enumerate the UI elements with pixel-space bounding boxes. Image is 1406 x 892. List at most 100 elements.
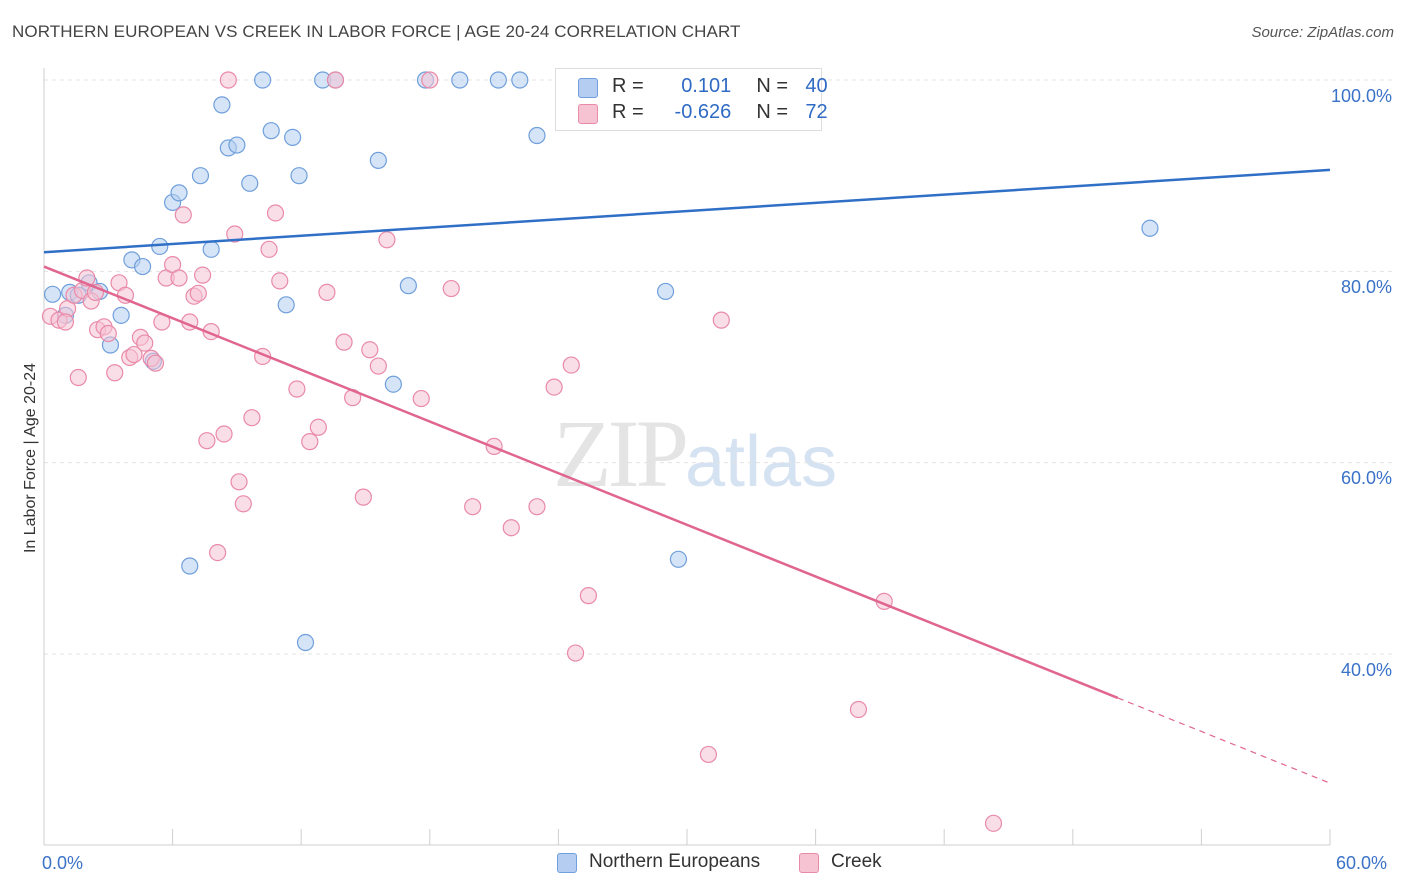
chart-source: Source: ZipAtlas.com bbox=[1251, 24, 1394, 41]
data-point-creek bbox=[56, 313, 75, 331]
legend-r-label: R = bbox=[612, 101, 644, 123]
data-point-northern-europeans bbox=[202, 240, 220, 258]
data-point-creek bbox=[335, 333, 353, 351]
data-point-northern-europeans bbox=[399, 277, 417, 295]
data-point-creek bbox=[361, 341, 379, 359]
data-point-creek bbox=[442, 279, 460, 298]
data-point-northern-europeans bbox=[296, 633, 315, 652]
data-point-creek bbox=[984, 814, 1003, 832]
y-axis-label: In Labor Force | Age 20-24 bbox=[22, 362, 39, 554]
data-point-creek bbox=[378, 231, 396, 249]
legend-r-label: R = bbox=[612, 75, 644, 97]
data-point-northern-europeans bbox=[151, 237, 169, 256]
x-tick-label-max: 60.0% bbox=[1336, 853, 1388, 873]
data-point-northern-europeans bbox=[241, 174, 259, 192]
data-point-creek bbox=[326, 71, 345, 89]
data-point-northern-europeans bbox=[191, 167, 210, 185]
data-point-creek bbox=[198, 432, 216, 450]
data-point-northern-europeans bbox=[43, 285, 62, 303]
data-point-creek bbox=[502, 519, 520, 537]
grid-lines bbox=[44, 79, 1392, 655]
legend-label: Northern Europeans bbox=[589, 851, 761, 872]
legend-swatch-pink bbox=[578, 104, 598, 124]
legend-n-value: 72 bbox=[805, 101, 828, 123]
data-point-creek bbox=[318, 283, 336, 301]
trend-line-northern-europeans bbox=[43, 168, 1331, 254]
data-point-northern-europeans bbox=[262, 122, 280, 140]
data-point-creek bbox=[699, 745, 718, 764]
data-point-northern-europeans bbox=[384, 375, 402, 393]
watermark-zip: ZIP bbox=[553, 400, 689, 507]
data-point-creek bbox=[106, 364, 124, 382]
data-point-creek bbox=[579, 587, 598, 605]
data-point-creek bbox=[849, 700, 868, 719]
legend-n-label: N = bbox=[756, 75, 789, 97]
watermark: ZIPatlas bbox=[553, 398, 837, 509]
data-point-northern-europeans bbox=[254, 71, 272, 89]
data-point-northern-europeans bbox=[656, 282, 675, 301]
data-point-creek bbox=[464, 498, 482, 516]
data-point-creek bbox=[528, 498, 546, 516]
axes bbox=[43, 68, 1331, 846]
data-point-creek bbox=[170, 269, 188, 287]
data-point-creek bbox=[209, 543, 227, 562]
legend-r-value: -0.626 bbox=[674, 101, 732, 123]
data-point-creek bbox=[354, 488, 372, 506]
data-point-creek bbox=[562, 356, 580, 374]
chart-title: NORTHERN EUROPEAN VS CREEK IN LABOR FORC… bbox=[12, 22, 741, 41]
data-point-creek bbox=[146, 354, 165, 372]
data-point-creek bbox=[234, 495, 252, 513]
data-point-northern-europeans bbox=[112, 306, 130, 324]
data-point-creek bbox=[125, 345, 143, 364]
data-point-creek bbox=[309, 418, 327, 436]
data-point-creek bbox=[288, 380, 306, 398]
data-point-creek bbox=[260, 240, 278, 258]
legend-n-value: 40 bbox=[805, 75, 828, 97]
data-point-northern-europeans bbox=[170, 184, 188, 202]
legend-n-label: N = bbox=[756, 101, 789, 123]
data-point-creek bbox=[226, 225, 244, 243]
stats-legend: R = 0.101 N = 40 R = -0.626 N = 72 bbox=[555, 68, 828, 131]
legend-swatch-pink bbox=[799, 853, 819, 873]
data-point-northern-europeans bbox=[528, 126, 546, 145]
data-point-creek bbox=[271, 272, 289, 290]
data-point-creek bbox=[99, 324, 117, 343]
data-point-northern-europeans bbox=[181, 557, 199, 575]
trend-lines bbox=[43, 168, 1331, 784]
data-point-creek bbox=[174, 206, 192, 224]
watermark-atlas: atlas bbox=[685, 422, 838, 502]
legend-swatch-blue bbox=[578, 78, 598, 98]
y-tick-label-40: 40.0% bbox=[1340, 660, 1392, 680]
data-point-northern-europeans bbox=[277, 296, 295, 314]
data-point-northern-europeans bbox=[511, 71, 529, 89]
data-point-creek bbox=[215, 425, 233, 443]
data-point-creek bbox=[545, 378, 563, 396]
data-point-northern-europeans bbox=[290, 167, 308, 185]
y-tick-label-60: 60.0% bbox=[1340, 468, 1392, 488]
legend-swatch-blue bbox=[557, 853, 577, 873]
data-point-northern-europeans bbox=[228, 136, 246, 154]
data-point-northern-europeans bbox=[451, 71, 469, 89]
legend-r-value: 0.101 bbox=[681, 75, 732, 97]
data-point-northern-europeans bbox=[213, 96, 231, 114]
data-point-northern-europeans bbox=[369, 151, 387, 169]
data-points bbox=[41, 71, 1159, 832]
data-point-creek bbox=[369, 357, 387, 375]
data-point-creek bbox=[712, 311, 730, 329]
data-point-creek bbox=[412, 389, 430, 408]
data-point-creek bbox=[69, 368, 87, 387]
data-point-creek bbox=[136, 334, 154, 352]
data-point-creek bbox=[230, 473, 248, 491]
data-point-creek bbox=[194, 266, 212, 284]
data-point-creek bbox=[219, 71, 237, 89]
x-tick-label-min: 0.0% bbox=[42, 853, 84, 873]
data-point-northern-europeans bbox=[1141, 219, 1159, 237]
trend-line-creek bbox=[43, 265, 1119, 700]
data-point-creek bbox=[566, 644, 585, 662]
data-point-northern-europeans bbox=[489, 71, 507, 89]
data-point-northern-europeans bbox=[669, 550, 688, 568]
trend-line-extrapolated-creek bbox=[1117, 697, 1331, 784]
y-tick-label-100: 100.0% bbox=[1330, 86, 1392, 106]
data-point-creek bbox=[266, 204, 285, 222]
